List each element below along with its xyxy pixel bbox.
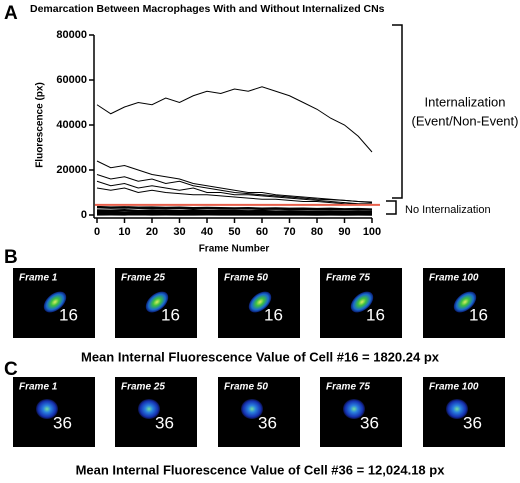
data-line [96,174,373,203]
cell-number: 36 [360,413,379,432]
x-axis-label: Frame Number [199,244,270,255]
x-tick-label: 60 [256,226,268,238]
image-tile: Frame 50 16 [218,268,300,338]
y-tick-label: 80000 [56,29,87,41]
cell [350,291,374,313]
data-line [96,209,373,214]
cell-number: 16 [161,305,180,324]
data-line [96,160,373,204]
data-line [96,86,373,153]
y-tick-label: 0 [81,209,87,221]
cell [43,291,67,313]
cell [343,399,365,419]
chart-title: Demarcation Between Macrophages With and… [30,3,385,15]
frame-label: Frame 50 [224,273,268,284]
cell-number: 36 [463,413,482,432]
cell-number: 16 [59,305,78,324]
image-tile: Frame 50 36 [218,377,300,447]
cell [453,291,477,313]
cell [36,399,58,419]
panel-label: A [4,3,18,24]
frame-label: Frame 25 [121,382,165,393]
cell [241,399,263,419]
cell [446,399,468,419]
x-tick-label: 90 [338,226,350,238]
x-tick-label: 40 [201,226,213,238]
cell-number: 36 [258,413,277,432]
cell-number: 36 [53,413,72,432]
frame-label: Frame 25 [121,273,165,284]
frame-label: Frame 1 [19,382,58,393]
image-tile: Frame 1 16 [13,268,95,338]
x-tick-label: 0 [94,226,100,238]
x-tick-label: 20 [146,226,158,238]
panel-label: B [4,247,18,268]
caption: Mean Internal Fluorescence Value of Cell… [76,462,446,477]
image-tile: Frame 100 36 [423,377,505,447]
image-tile: Frame 100 16 [423,268,505,338]
y-axis-label: Fluorescence (px) [35,82,46,168]
image-tile: Frame 25 36 [115,377,197,447]
cell-number: 16 [366,305,385,324]
y-tick-label: 20000 [56,164,87,176]
caption: Mean Internal Fluorescence Value of Cell… [81,349,440,364]
data-line [96,205,373,211]
cell [138,399,160,419]
y-tick-label: 60000 [56,74,87,86]
frame-label: Frame 100 [429,273,479,284]
frame-label: Frame 50 [224,382,268,393]
frame-label: Frame 1 [19,273,58,284]
x-tick-label: 80 [311,226,323,238]
image-tile: Frame 25 16 [115,268,197,338]
data-line [96,180,372,205]
x-tick-label: 30 [173,226,185,238]
image-tile: Frame 75 16 [320,268,402,338]
x-tick-label: 50 [228,226,240,238]
image-tile: Frame 1 36 [13,377,95,447]
y-tick-label: 40000 [56,119,87,131]
cell [248,291,272,313]
frame-label: Frame 75 [326,382,370,393]
annotation: (Event/Non-Event) [412,113,519,128]
cell [145,291,169,313]
cell-number: 36 [155,413,174,432]
x-tick-label: 10 [118,226,130,238]
cell-number: 16 [469,305,488,324]
panel-label: C [4,359,18,380]
data-line [96,187,373,206]
bracket [386,24,403,215]
frame-label: Frame 75 [326,273,370,284]
frame-label: Frame 100 [429,382,479,393]
annotation: No Internalization [405,204,491,216]
x-tick-label: 70 [283,226,295,238]
annotation: Internalization [425,94,506,109]
image-tile: Frame 75 36 [320,377,402,447]
x-tick-label: 100 [363,226,381,238]
cell-number: 16 [264,305,283,324]
